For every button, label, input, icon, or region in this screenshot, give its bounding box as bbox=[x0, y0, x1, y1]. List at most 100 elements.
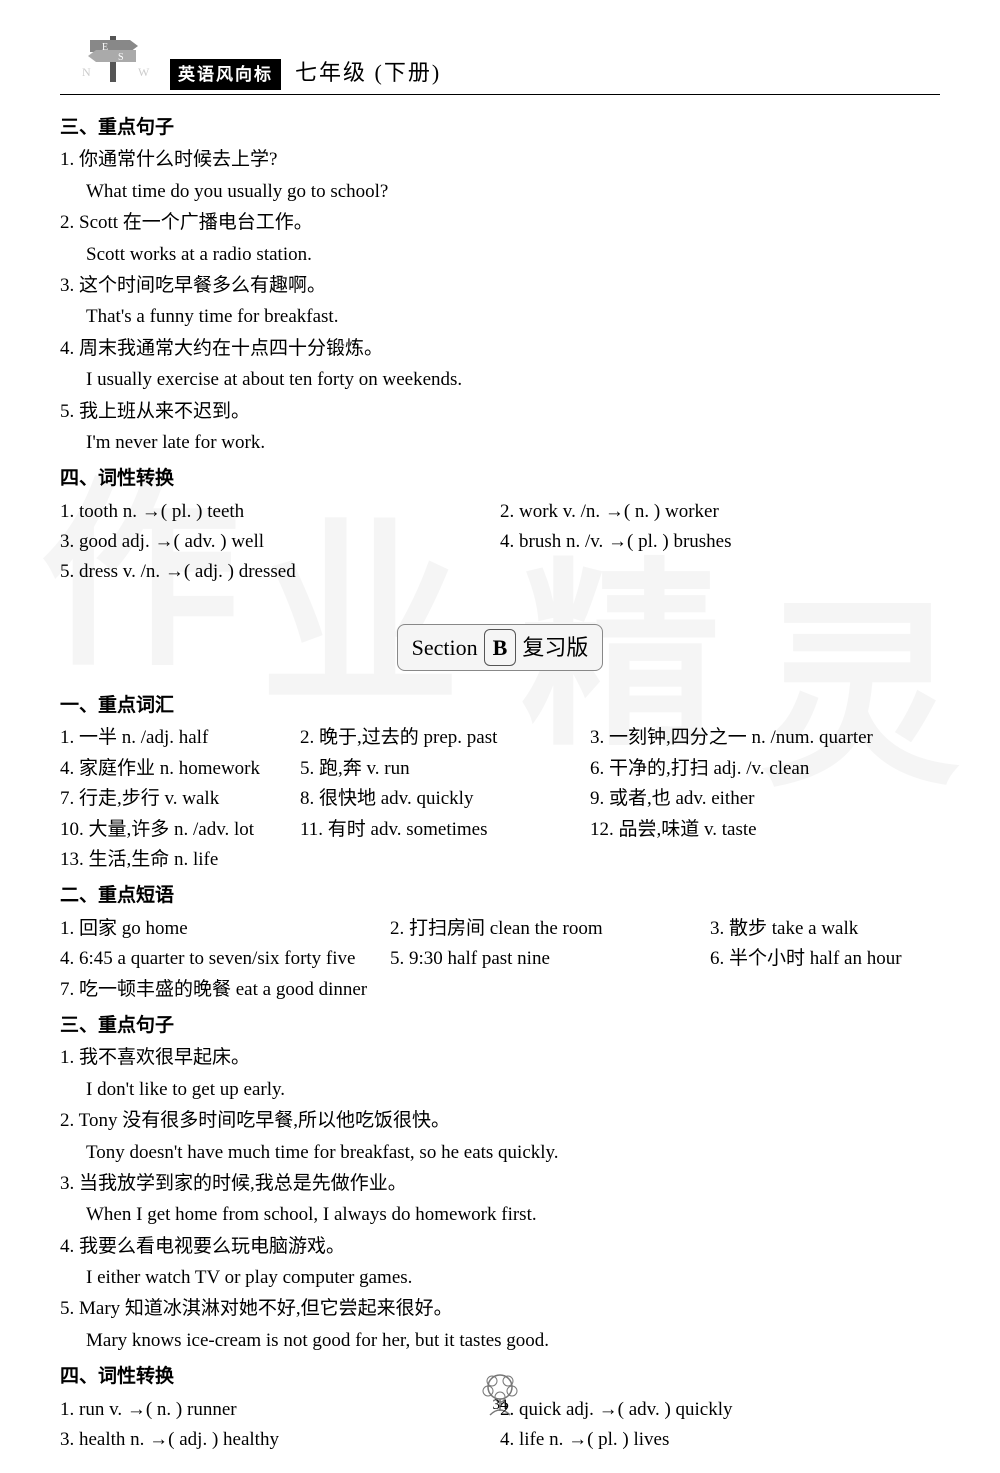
page-header: E S N W 英语风向标 七年级 (下册) bbox=[60, 30, 940, 95]
pos-item: 4. life n. →( pl. ) lives bbox=[500, 1425, 940, 1455]
phrase-item: 5. 9:30 half past nine bbox=[390, 944, 710, 974]
vocab-item: 8. 很快地 adv. quickly bbox=[300, 784, 590, 814]
sentence-en: I usually exercise at about ten forty on… bbox=[60, 365, 940, 395]
vocab-item: 12. 品尝,味道 v. taste bbox=[590, 815, 940, 845]
phrase-item bbox=[710, 975, 940, 1005]
pos-row: 1. tooth n. →( pl. ) teeth2. work v. /n.… bbox=[60, 497, 940, 527]
sentence-cn: 当我放学到家的时候,我总是先做作业。 bbox=[79, 1173, 407, 1194]
sentence-item: 1. 你通常什么时候去上学? bbox=[60, 145, 940, 175]
sentence-item: 5. 我上班从来不迟到。 bbox=[60, 397, 940, 427]
phrase-item: 4. 6:45 a quarter to seven/six forty fiv… bbox=[60, 944, 390, 974]
pos-item: 5. dress v. /n. →( adj. ) dressed bbox=[60, 557, 500, 587]
vocab-item: 2. 晚于,过去的 prep. past bbox=[300, 723, 590, 753]
sentence-en: I either watch TV or play computer games… bbox=[60, 1263, 940, 1293]
vocab-item: 7. 行走,步行 v. walk bbox=[60, 784, 300, 814]
sentence-cn: Tony 没有很多时间吃早餐,所以他吃饭很快。 bbox=[79, 1110, 450, 1131]
vocab-item bbox=[300, 845, 590, 875]
item-num: 4. bbox=[60, 1236, 74, 1257]
phrase-item: 7. 吃一顿丰盛的晚餐 eat a good dinner bbox=[60, 975, 390, 1005]
pos-item: 3. good adj. →( adv. ) well bbox=[60, 527, 500, 557]
sentence-cn: 我上班从来不迟到。 bbox=[79, 401, 250, 422]
phrase-item: 6. 半个小时 half an hour bbox=[710, 944, 940, 974]
sentence-en: Mary knows ice-cream is not good for her… bbox=[60, 1326, 940, 1356]
phrase-row: 4. 6:45 a quarter to seven/six forty fiv… bbox=[60, 944, 940, 974]
section-heading: 四、词性转换 bbox=[60, 464, 940, 494]
item-num: 1. bbox=[60, 1047, 74, 1068]
sentence-en: Scott works at a radio station. bbox=[60, 240, 940, 270]
vocab-item: 1. 一半 n. /adj. half bbox=[60, 723, 300, 753]
vocab-item: 4. 家庭作业 n. homework bbox=[60, 754, 300, 784]
item-num: 5. bbox=[60, 1298, 74, 1319]
pos-item: 2. work v. /n. →( n. ) worker bbox=[500, 497, 940, 527]
item-num: 2. bbox=[60, 1110, 74, 1131]
sentence-en: Tony doesn't have much time for breakfas… bbox=[60, 1138, 940, 1168]
svg-text:W: W bbox=[138, 65, 150, 79]
phrase-row: 1. 回家 go home2. 打扫房间 clean the room3. 散步… bbox=[60, 914, 940, 944]
item-num: 3. bbox=[60, 275, 74, 296]
item-num: 4. bbox=[60, 338, 74, 359]
sentence-en: When I get home from school, I always do… bbox=[60, 1200, 940, 1230]
sentence-item: 5. Mary 知道冰淇淋对她不好,但它尝起来很好。 bbox=[60, 1294, 940, 1324]
sentence-en: I'm never late for work. bbox=[60, 428, 940, 458]
vocab-row: 13. 生活,生命 n. life bbox=[60, 845, 940, 875]
sentence-cn: 这个时间吃早餐多么有趣啊。 bbox=[79, 275, 326, 296]
sentence-cn: 我不喜欢很早起床。 bbox=[79, 1047, 250, 1068]
vocab-item: 11. 有时 adv. sometimes bbox=[300, 815, 590, 845]
grade-label: 七年级 (下册) bbox=[295, 55, 441, 90]
pos-row: 3. good adj. →( adv. ) well4. brush n. /… bbox=[60, 527, 940, 557]
vocab-row: 10. 大量,许多 n. /adv. lot11. 有时 adv. someti… bbox=[60, 815, 940, 845]
sentence-cn: 你通常什么时候去上学? bbox=[79, 149, 277, 170]
pos-item: 1. tooth n. →( pl. ) teeth bbox=[60, 497, 500, 527]
svg-text:N: N bbox=[82, 65, 91, 79]
svg-text:E: E bbox=[102, 42, 108, 53]
pos-item: 1. run v. →( n. ) runner bbox=[60, 1395, 500, 1425]
section-heading: 三、重点句子 bbox=[60, 113, 940, 143]
vocab-item: 5. 跑,奔 v. run bbox=[300, 754, 590, 784]
phrase-item: 1. 回家 go home bbox=[60, 914, 390, 944]
item-num: 5. bbox=[60, 401, 74, 422]
item-num: 3. bbox=[60, 1173, 74, 1194]
pos-item: 4. brush n. /v. →( pl. ) brushes bbox=[500, 527, 940, 557]
sentence-en: That's a funny time for breakfast. bbox=[60, 302, 940, 332]
sentence-item: 1. 我不喜欢很早起床。 bbox=[60, 1043, 940, 1073]
section-heading: 一、重点词汇 bbox=[60, 691, 940, 721]
banner-suffix: 复习版 bbox=[522, 630, 588, 665]
section-banner: Section B 复习版 bbox=[60, 624, 940, 671]
pos-item: 3. health n. →( adj. ) healthy bbox=[60, 1425, 500, 1455]
phrase-item: 3. 散步 take a walk bbox=[710, 914, 940, 944]
item-num: 2. bbox=[60, 212, 74, 233]
vocab-item: 6. 干净的,打扫 adj. /v. clean bbox=[590, 754, 940, 784]
vocab-row: 1. 一半 n. /adj. half2. 晚于,过去的 prep. past3… bbox=[60, 723, 940, 753]
book-label: 英语风向标 bbox=[170, 59, 281, 90]
section-heading: 四、词性转换 bbox=[60, 1362, 940, 1392]
banner-letter: B bbox=[484, 629, 517, 666]
sentence-item: 2. Scott 在一个广播电台工作。 bbox=[60, 208, 940, 238]
sentence-cn: 我要么看电视要么玩电脑游戏。 bbox=[79, 1236, 345, 1257]
sentence-cn: 周末我通常大约在十点四十分锻炼。 bbox=[79, 338, 383, 359]
pos-row: 1. run v. →( n. ) runner2. quick adj. →(… bbox=[60, 1395, 940, 1425]
sentence-cn: Mary 知道冰淇淋对她不好,但它尝起来很好。 bbox=[79, 1298, 453, 1319]
sentence-item: 2. Tony 没有很多时间吃早餐,所以他吃饭很快。 bbox=[60, 1106, 940, 1136]
sentence-item: 4. 我要么看电视要么玩电脑游戏。 bbox=[60, 1232, 940, 1262]
phrase-item bbox=[390, 975, 710, 1005]
pos-item bbox=[500, 557, 940, 587]
section-heading: 二、重点短语 bbox=[60, 881, 940, 911]
pos-row: 3. health n. →( adj. ) healthy4. life n.… bbox=[60, 1425, 940, 1455]
vocab-item: 10. 大量,许多 n. /adv. lot bbox=[60, 815, 300, 845]
sentence-item: 3. 当我放学到家的时候,我总是先做作业。 bbox=[60, 1169, 940, 1199]
vocab-item: 13. 生活,生命 n. life bbox=[60, 845, 300, 875]
pos-item: 2. quick adj. →( adv. ) quickly bbox=[500, 1395, 940, 1425]
sentence-item: 4. 周末我通常大约在十点四十分锻炼。 bbox=[60, 334, 940, 364]
svg-text:S: S bbox=[118, 52, 124, 63]
signpost-icon: E S N W bbox=[60, 30, 170, 90]
vocab-item: 9. 或者,也 adv. either bbox=[590, 784, 940, 814]
vocab-row: 4. 家庭作业 n. homework5. 跑,奔 v. run6. 干净的,打… bbox=[60, 754, 940, 784]
vocab-row: 7. 行走,步行 v. walk8. 很快地 adv. quickly9. 或者… bbox=[60, 784, 940, 814]
phrase-item: 2. 打扫房间 clean the room bbox=[390, 914, 710, 944]
pos-row: 5. dress v. /n. →( adj. ) dressed bbox=[60, 557, 940, 587]
sentence-en: What time do you usually go to school? bbox=[60, 177, 940, 207]
section-heading: 三、重点句子 bbox=[60, 1011, 940, 1041]
item-num: 1. bbox=[60, 149, 74, 170]
sentence-cn: Scott 在一个广播电台工作。 bbox=[79, 212, 313, 233]
phrase-row: 7. 吃一顿丰盛的晚餐 eat a good dinner bbox=[60, 975, 940, 1005]
